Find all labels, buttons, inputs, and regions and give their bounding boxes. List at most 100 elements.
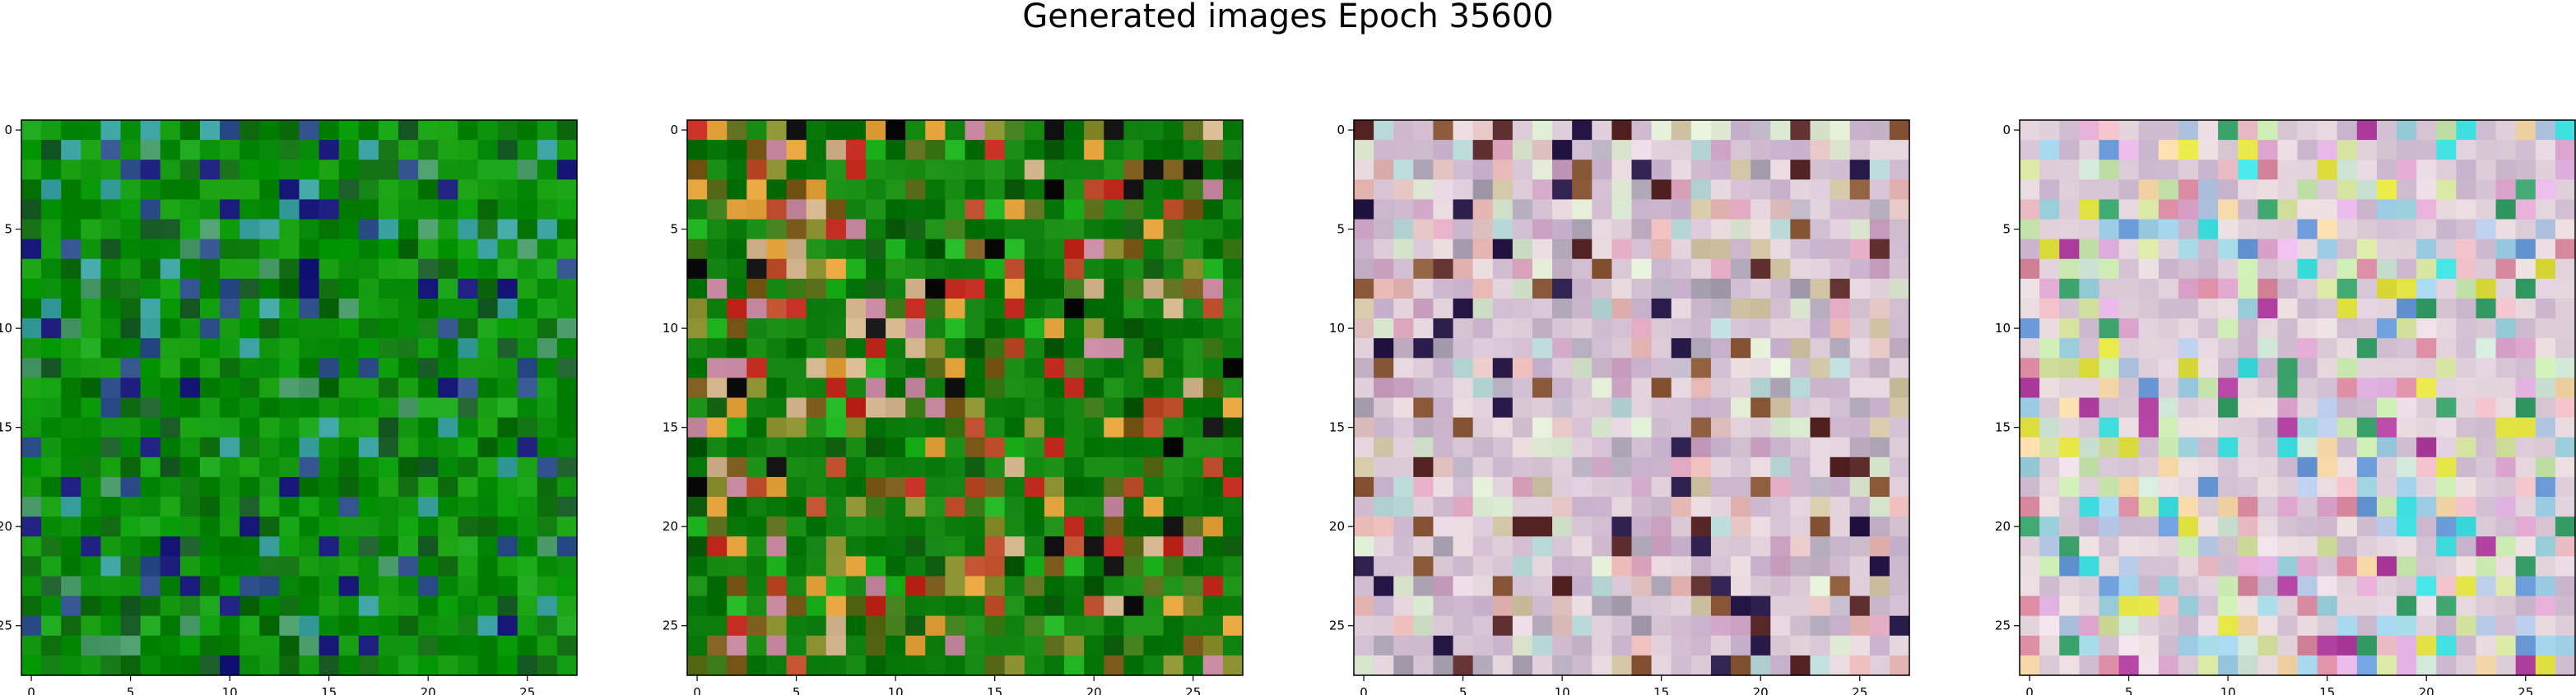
- x-tick-label: 20: [421, 685, 436, 695]
- pixel: [1163, 160, 1184, 180]
- y-tick-label: 5: [2002, 222, 2011, 237]
- pixel: [1183, 120, 1204, 141]
- pixel: [2535, 358, 2556, 378]
- pixel: [21, 615, 42, 637]
- pixel: [2476, 278, 2497, 299]
- pixel: [179, 378, 201, 399]
- pixel: [299, 576, 320, 597]
- pixel: [1413, 476, 1434, 498]
- pixel: [886, 199, 906, 220]
- pixel: [825, 140, 847, 160]
- pixel: [1024, 179, 1045, 201]
- pixel: [2079, 258, 2100, 280]
- pixel: [2416, 536, 2437, 557]
- pixel: [2317, 517, 2338, 537]
- pixel: [1651, 397, 1672, 419]
- x-tick-label: 5: [2125, 685, 2133, 695]
- pixel: [1104, 278, 1124, 299]
- pixel: [2515, 120, 2536, 141]
- pixel: [925, 219, 946, 240]
- pixel: [2277, 517, 2299, 537]
- pixel: [2317, 595, 2338, 617]
- pixel: [1222, 456, 1244, 478]
- pixel: [2495, 595, 2517, 617]
- pixel: [61, 219, 81, 240]
- pixel: [687, 278, 708, 299]
- pixel: [1044, 536, 1065, 557]
- pixel: [458, 595, 479, 617]
- pixel: [1830, 278, 1851, 299]
- pixel: [497, 635, 518, 656]
- pixel: [1044, 120, 1065, 141]
- pixel: [1810, 536, 1831, 557]
- pixel: [1611, 437, 1633, 458]
- pixel: [2376, 556, 2397, 577]
- pixel: [746, 239, 768, 260]
- pixel: [2397, 417, 2417, 438]
- pixel: [41, 179, 62, 201]
- pixel: [1690, 397, 1712, 419]
- pixel: [1611, 655, 1633, 676]
- pixel: [965, 160, 986, 180]
- pixel: [984, 497, 1006, 517]
- pixel: [438, 120, 458, 141]
- pixel: [2118, 160, 2140, 180]
- pixel: [61, 437, 81, 458]
- pixel: [1472, 219, 1494, 240]
- pixel: [259, 397, 280, 419]
- pixel: [179, 437, 201, 458]
- pixel: [140, 358, 161, 378]
- pixel: [239, 397, 260, 419]
- pixel: [458, 179, 479, 201]
- pixel: [865, 199, 886, 220]
- pixel: [2178, 536, 2199, 557]
- pixel: [1202, 358, 1224, 378]
- pixel: [556, 655, 578, 676]
- pixel: [199, 378, 221, 399]
- pixel: [2337, 120, 2358, 141]
- pixel: [100, 615, 122, 637]
- pixel: [1024, 437, 1045, 458]
- pixel: [1770, 536, 1791, 557]
- pixel: [1830, 456, 1851, 478]
- pixel: [786, 517, 807, 537]
- pixel: [2138, 258, 2160, 280]
- pixel: [2476, 160, 2497, 180]
- pixel: [1830, 258, 1851, 280]
- pixel: [886, 160, 906, 180]
- pixel: [1592, 556, 1612, 577]
- pixel: [199, 556, 221, 577]
- pixel: [925, 358, 946, 378]
- pixel: [2238, 140, 2258, 160]
- pixel: [727, 397, 747, 419]
- pixel: [1592, 595, 1612, 617]
- pixel: [160, 417, 181, 438]
- pixel: [945, 595, 966, 617]
- pixel: [199, 397, 221, 419]
- pixel: [1690, 576, 1712, 597]
- pixel: [1751, 556, 1771, 577]
- pixel: [1453, 476, 1474, 498]
- pixel: [1790, 576, 1811, 597]
- pixel: [179, 497, 201, 517]
- pixel: [199, 278, 221, 299]
- pixel: [865, 239, 886, 260]
- pixel: [418, 120, 439, 141]
- pixel: [886, 517, 906, 537]
- pixel: [1044, 635, 1065, 656]
- pixel: [319, 536, 340, 557]
- pixel: [2376, 456, 2397, 478]
- pixel: [556, 497, 578, 517]
- x-tick-label: 0: [2025, 685, 2034, 695]
- pixel: [1671, 338, 1692, 359]
- pixel: [41, 239, 62, 260]
- pixel: [1143, 517, 1165, 537]
- pixel: [398, 358, 419, 378]
- pixel: [2158, 517, 2179, 537]
- pixel: [2020, 338, 2040, 359]
- pixel: [707, 417, 728, 438]
- pixel: [1183, 655, 1204, 676]
- pixel: [1024, 338, 1045, 359]
- pixel: [984, 219, 1006, 240]
- pixel: [2495, 417, 2517, 438]
